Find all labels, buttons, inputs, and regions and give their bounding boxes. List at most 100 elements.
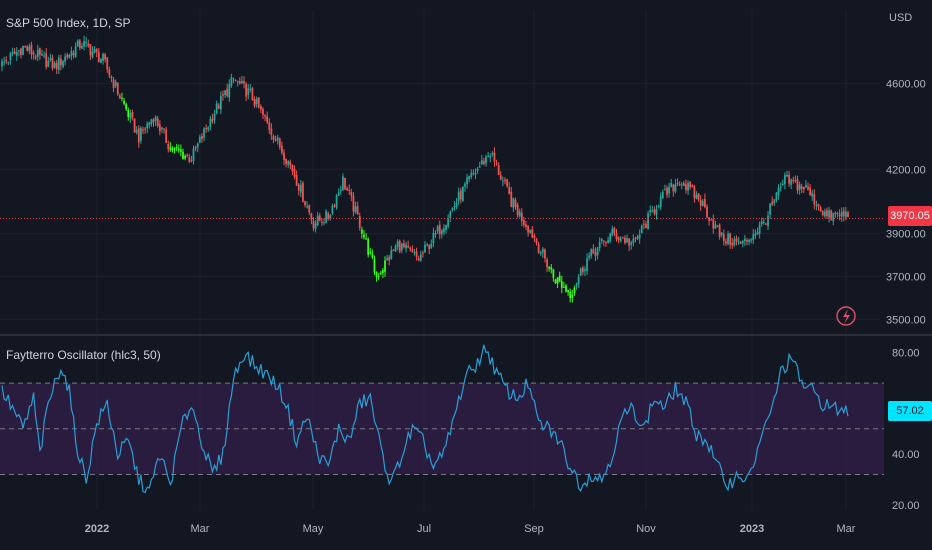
grid-lines [0, 10, 880, 510]
candle-body [306, 206, 309, 208]
candle-body [432, 232, 435, 244]
candle-body [135, 129, 138, 133]
candle-body [97, 51, 100, 62]
candle-body [609, 233, 612, 242]
candle-body [586, 258, 588, 272]
candle-body [55, 62, 58, 70]
candle-body [558, 275, 561, 282]
candle-body [480, 160, 483, 165]
candle-body [367, 239, 370, 255]
candle-body [661, 191, 664, 199]
candle-body [619, 238, 622, 242]
candle-body [539, 252, 542, 255]
candle-body [171, 148, 174, 151]
candle-body [773, 199, 776, 203]
candle-body [209, 118, 212, 127]
price-tick-label: 3700.00 [886, 271, 926, 283]
candle-body [70, 51, 73, 56]
candle-body [815, 204, 818, 207]
candle-body [100, 59, 102, 63]
currency-label: USD [889, 12, 913, 24]
candle-body [746, 240, 748, 242]
candle-body [62, 61, 64, 67]
candle-body [310, 213, 313, 220]
candle-body [106, 57, 109, 70]
time-tick-label: Sep [524, 523, 544, 535]
candle-body [207, 127, 210, 130]
candle-body [733, 239, 736, 246]
candle-body [464, 183, 466, 187]
candle-body [840, 212, 843, 217]
candle-body [512, 198, 515, 208]
candle-body [685, 184, 687, 190]
candle-body [697, 193, 700, 200]
candle-body [232, 78, 235, 80]
candle-body [455, 202, 458, 207]
candle-body [752, 234, 755, 241]
candle-body [529, 230, 532, 233]
candle-body [241, 80, 243, 84]
candle-body [255, 98, 258, 105]
candle-body [748, 239, 750, 242]
candle-body [32, 52, 35, 55]
candle-body [493, 152, 496, 162]
candle-body [703, 199, 706, 208]
candle-body [411, 249, 414, 252]
candle-body [805, 184, 807, 188]
candle-body [842, 210, 845, 217]
candle-body [514, 199, 517, 207]
candle-body [272, 135, 275, 140]
candle-body [472, 173, 475, 175]
candle-body [22, 45, 24, 55]
candle-body [786, 174, 788, 177]
candle-body [249, 89, 252, 91]
candle-body [554, 279, 557, 284]
candle-body [66, 54, 69, 58]
candle-body [333, 205, 336, 207]
candle-body [392, 249, 395, 251]
candle-body [5, 60, 8, 62]
candle-body [146, 123, 149, 129]
candle-body [299, 184, 302, 193]
candle-body [649, 210, 652, 213]
candle-body [838, 214, 841, 216]
candle-body [424, 244, 426, 253]
candle-body [430, 243, 433, 248]
price-axis-ticks: 4600.00 4200.00 3900.00 3700.00 3500.00 [886, 79, 926, 327]
candle-body [594, 252, 597, 257]
candle-body [304, 201, 306, 206]
candle-body [689, 181, 692, 188]
candle-body [213, 113, 216, 120]
candle-body [647, 213, 649, 229]
candle-body [640, 225, 643, 234]
time-tick-label: Mar [191, 523, 210, 535]
candle-body [670, 182, 673, 188]
candle-body [28, 46, 31, 51]
candle-body [575, 283, 578, 286]
candle-body [461, 186, 464, 201]
candle-body [91, 51, 94, 57]
candle-body [731, 242, 734, 246]
candle-body [819, 207, 822, 212]
time-tick-label: 2023 [740, 523, 764, 535]
candle-body [708, 217, 711, 221]
candle-body [226, 88, 229, 96]
candle-body [415, 251, 418, 257]
candle-body [478, 166, 481, 168]
price-tick-label: 4200.00 [886, 164, 926, 176]
candle-body [607, 240, 609, 243]
candle-body [150, 119, 153, 124]
candle-body [634, 237, 637, 239]
candle-body [636, 236, 639, 239]
candle-body [710, 219, 713, 221]
candle-body [15, 51, 18, 56]
candle-body [621, 237, 624, 239]
candle-body [523, 220, 525, 225]
candle-body [826, 210, 828, 217]
candle-body [680, 184, 683, 186]
lightning-icon[interactable] [836, 306, 856, 326]
price-tick-label: 4600.00 [886, 79, 926, 91]
price-tick-label: 3500.00 [886, 314, 926, 326]
candle-body [203, 128, 205, 138]
